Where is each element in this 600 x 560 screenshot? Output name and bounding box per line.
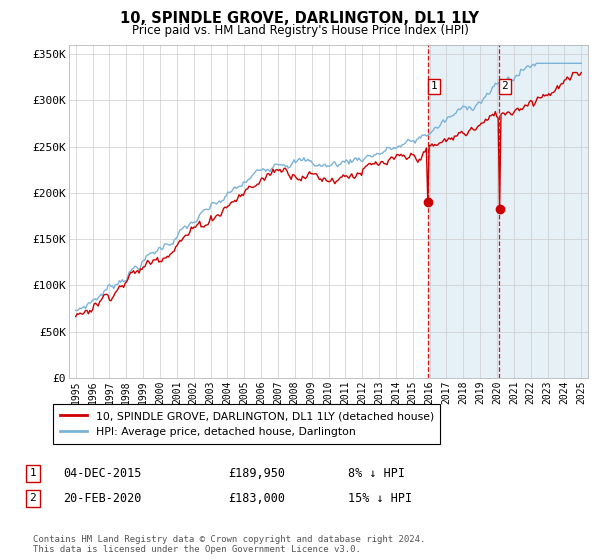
Text: £183,000: £183,000 [228,492,285,505]
Text: 2: 2 [29,493,37,503]
Text: 15% ↓ HPI: 15% ↓ HPI [348,492,412,505]
Bar [428,45,588,378]
Text: Contains HM Land Registry data © Crown copyright and database right 2024.
This d: Contains HM Land Registry data © Crown c… [33,535,425,554]
Text: 04-DEC-2015: 04-DEC-2015 [63,466,142,480]
Text: 20-FEB-2020: 20-FEB-2020 [63,492,142,505]
Text: 10, SPINDLE GROVE, DARLINGTON, DL1 1LY: 10, SPINDLE GROVE, DARLINGTON, DL1 1LY [121,11,479,26]
Text: £189,950: £189,950 [228,466,285,480]
Text: 1: 1 [431,81,437,91]
Text: Price paid vs. HM Land Registry's House Price Index (HPI): Price paid vs. HM Land Registry's House … [131,24,469,37]
Text: 2: 2 [502,81,508,91]
Legend: 10, SPINDLE GROVE, DARLINGTON, DL1 1LY (detached house), HPI: Average price, det: 10, SPINDLE GROVE, DARLINGTON, DL1 1LY (… [53,404,440,444]
Text: 1: 1 [29,468,37,478]
Text: 8% ↓ HPI: 8% ↓ HPI [348,466,405,480]
